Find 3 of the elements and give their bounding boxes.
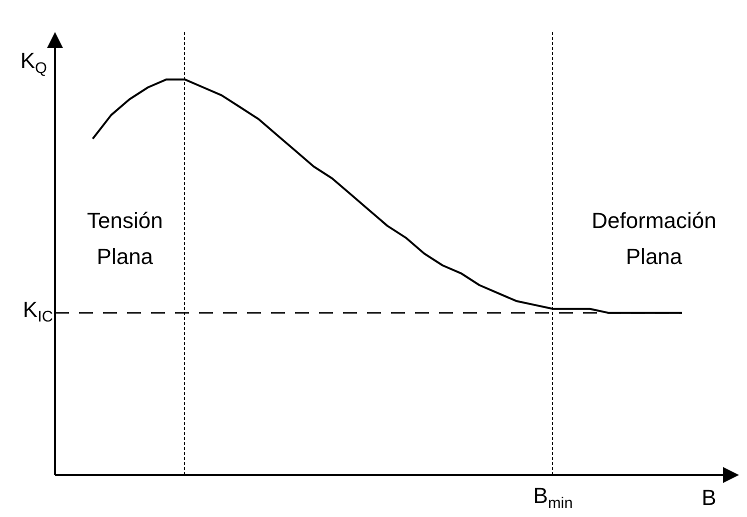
annotation: Tensión Plana: [86, 208, 163, 269]
annotation: Deformación Plana: [592, 208, 716, 269]
x-axis-title: B: [702, 485, 716, 510]
